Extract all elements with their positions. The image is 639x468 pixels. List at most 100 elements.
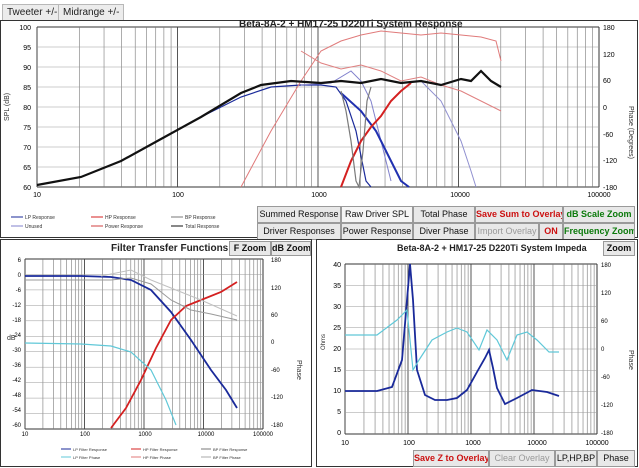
y-axis-label-db: dB (7, 335, 16, 342)
y-axis-label-spl: SPL (dB) (4, 93, 11, 121)
svg-text:-60: -60 (12, 423, 21, 429)
svg-text:LP Response: LP Response (25, 215, 55, 221)
lp-filter-response (25, 275, 238, 409)
hp-filter-phase (25, 277, 238, 321)
bp-response-curve (340, 86, 372, 190)
svg-text:10: 10 (22, 432, 29, 438)
lp-hp-bp-button[interactable]: LP,HP,BP (555, 450, 597, 467)
clear-overlay-button[interactable]: Clear Overlay (489, 450, 555, 467)
svg-text:80: 80 (23, 105, 31, 112)
svg-text:-48: -48 (12, 393, 21, 399)
save-sum-overlay-button[interactable]: Save Sum to Overlay (475, 206, 563, 223)
grid-impedance (344, 263, 598, 435)
page-title: Beta-8A-2 + HM17-25 D220Ti System Respon… (239, 19, 463, 30)
lp-filter-phase (24, 342, 177, 426)
save-z-overlay-button[interactable]: Save Z to Overlay (413, 450, 489, 467)
import-overlay-button[interactable]: Import Overlay (475, 223, 539, 240)
x-ticks: 10 100 1000 10000 100000 (33, 192, 611, 199)
svg-text:-54: -54 (12, 408, 21, 414)
impedance-chart: Ohms Phase 40 35 30 25 20 15 10 5 0 180 … (321, 262, 634, 447)
hp-response-light (240, 30, 502, 188)
power-response-button[interactable]: Power Response (341, 223, 413, 240)
svg-text:LP Filter Response: LP Filter Response (73, 447, 108, 452)
impedance-zoom-button[interactable]: Zoom (603, 241, 635, 256)
phase-button[interactable]: Phase (597, 450, 635, 467)
svg-text:120: 120 (271, 286, 282, 292)
svg-text:LP Filter Phase: LP Filter Phase (73, 455, 101, 460)
filter-chart: dB Phase 6 0 -6 -12 -18 -24 -30 -36 -42 … (7, 258, 302, 460)
svg-text:10: 10 (333, 388, 341, 395)
imp-y-left-ticks: 40 35 30 25 20 15 10 5 0 (333, 262, 341, 437)
svg-text:1000: 1000 (138, 432, 152, 438)
frequency-zoom-button[interactable]: Frequency Zoom (563, 223, 635, 240)
svg-text:1000: 1000 (465, 440, 481, 447)
grid-main (36, 26, 600, 188)
filter-title: Filter Transfer Functions (111, 243, 229, 254)
svg-text:Unused: Unused (25, 224, 42, 230)
svg-text:100000: 100000 (253, 432, 274, 438)
tab-tweeter[interactable]: Tweeter +/- (2, 4, 63, 20)
legend-main: LP Response HP Response BP Response Unus… (11, 215, 220, 230)
svg-text:60: 60 (23, 185, 31, 192)
db-scale-zoom-button[interactable]: dB Scale Zoom (563, 206, 635, 223)
svg-text:35: 35 (333, 283, 341, 290)
impedance-panel: Beta-8A-2 + HM17-25 D220Ti System Impeda… (316, 239, 638, 467)
svg-text:BP Response: BP Response (185, 215, 216, 221)
svg-text:20: 20 (333, 346, 341, 353)
svg-text:-180: -180 (603, 185, 617, 192)
svg-text:15: 15 (333, 367, 341, 374)
db-zoom-button[interactable]: dB Zoom (271, 241, 311, 256)
svg-text:70: 70 (23, 145, 31, 152)
imp-x-ticks: 10 100 1000 10000 100000 (341, 440, 609, 447)
svg-text:-6: -6 (16, 288, 22, 294)
y-axis-label-phase: Phase (Degrees) (627, 106, 634, 159)
filter-transfer-panel: Filter Transfer Functions F Zoom dB Zoom… (0, 239, 312, 467)
summed-response-button[interactable]: Summed Response (257, 206, 341, 223)
svg-text:10: 10 (341, 440, 349, 447)
overlay-on-toggle[interactable]: ON (539, 223, 563, 240)
y-right-ticks: 180 120 60 0 -60 -120 -180 (603, 25, 617, 192)
bp-filter-phase (100, 269, 238, 317)
svg-text:100: 100 (19, 25, 31, 32)
raw-driver-spl-button[interactable]: Raw Driver SPL (341, 206, 413, 223)
svg-text:120: 120 (603, 52, 615, 59)
svg-text:-60: -60 (603, 132, 613, 139)
svg-text:100: 100 (172, 192, 184, 199)
svg-text:75: 75 (23, 125, 31, 132)
svg-text:-60: -60 (601, 375, 610, 381)
svg-text:-12: -12 (12, 303, 21, 309)
svg-text:40: 40 (333, 262, 341, 269)
bp-light-curve (420, 80, 477, 188)
hp-filter-response (110, 281, 238, 429)
svg-text:10000: 10000 (527, 440, 547, 447)
svg-text:Total Response: Total Response (185, 224, 220, 230)
svg-text:60: 60 (603, 78, 611, 85)
svg-text:30: 30 (333, 304, 341, 311)
svg-text:100000: 100000 (587, 192, 610, 199)
total-phase-button[interactable]: Total Phase (413, 206, 475, 223)
svg-text:-36: -36 (12, 363, 21, 369)
svg-text:100000: 100000 (585, 440, 608, 447)
svg-text:95: 95 (23, 45, 31, 52)
svg-text:180: 180 (271, 258, 282, 264)
impedance-phase-curve (345, 308, 559, 372)
svg-text:10000: 10000 (450, 192, 470, 199)
filter-y-left-ticks: 6 0 -6 -12 -18 -24 -30 -36 -42 -48 -54 -… (12, 258, 21, 429)
driver-response-blue (340, 92, 410, 188)
svg-text:6: 6 (18, 258, 22, 264)
system-response-chart: SPL (dB) Phase (Degrees) 100 95 90 85 80… (4, 25, 634, 230)
f-zoom-button[interactable]: F Zoom (229, 241, 271, 256)
svg-text:0: 0 (337, 430, 341, 437)
svg-text:100: 100 (403, 440, 415, 447)
svg-text:-18: -18 (12, 318, 21, 324)
svg-text:180: 180 (601, 263, 612, 269)
y-left-ticks: 100 95 90 85 80 75 70 65 60 (19, 25, 31, 192)
driver-responses-button[interactable]: Driver Responses (257, 223, 341, 240)
total-response-curve (36, 69, 502, 187)
filter-x-ticks: 10 100 1000 10000 100000 (22, 432, 274, 438)
driver-phase-button[interactable]: Diver Phase (413, 223, 475, 240)
y-axis-label-filter-phase: Phase (295, 360, 302, 380)
svg-text:HP Filter Phase: HP Filter Phase (143, 455, 172, 460)
svg-text:BP Filter Response: BP Filter Response (213, 447, 248, 452)
tab-midrange[interactable]: Midrange +/- (58, 4, 125, 20)
